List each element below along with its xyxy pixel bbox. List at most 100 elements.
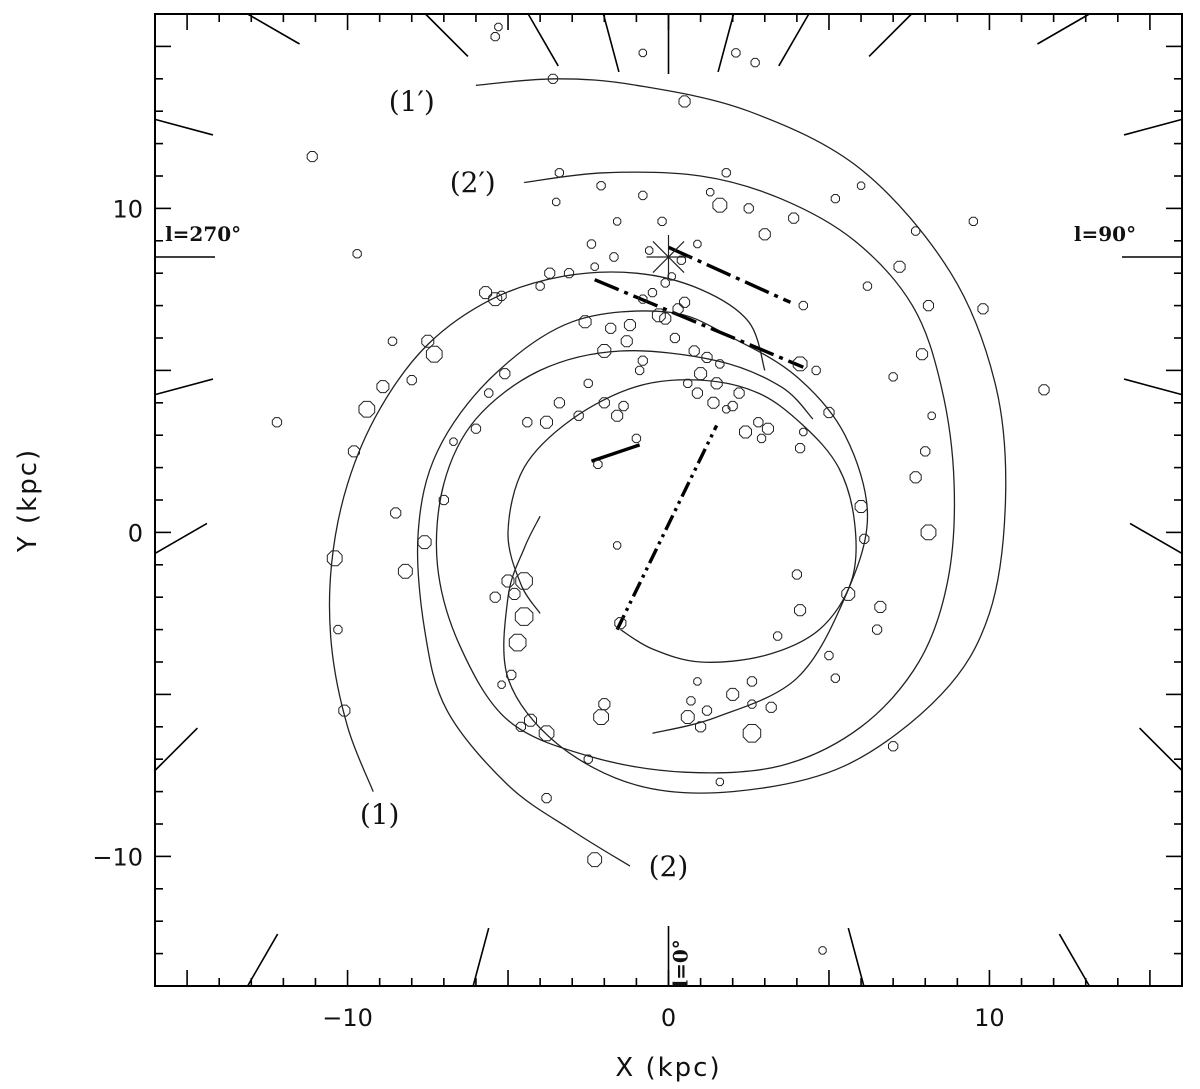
source-marker <box>417 535 432 550</box>
source-marker <box>909 471 922 484</box>
source-marker <box>679 296 691 308</box>
feature-line-2 <box>594 278 804 369</box>
labels: X (kpc) Y (kpc) (1′) (2′) (1) (2) l=270° l=90° l… <box>13 85 1136 1083</box>
source-marker <box>578 315 592 329</box>
source-marker <box>501 574 515 588</box>
source-marker <box>731 48 741 58</box>
source-marker <box>515 572 533 590</box>
sun-asterisk <box>652 241 685 273</box>
longitude-line <box>1037 13 1090 45</box>
source-marker <box>497 680 506 689</box>
source-marker <box>792 356 808 372</box>
source-marker <box>841 587 856 601</box>
source-marker <box>791 569 802 580</box>
y-axis-label: Y (kpc) <box>13 448 43 553</box>
source-marker <box>715 777 724 787</box>
source-marker <box>706 188 715 197</box>
source-marker <box>638 190 648 201</box>
source-marker <box>695 721 707 733</box>
source-marker <box>638 48 647 58</box>
source-marker <box>583 378 593 388</box>
source-marker <box>727 400 738 412</box>
source-marker <box>788 212 800 224</box>
x-tick-label: −10 <box>322 1004 373 1032</box>
source-marker <box>799 427 808 437</box>
source-marker <box>753 417 764 428</box>
source-marker <box>888 741 899 752</box>
spiral-arms <box>328 78 1007 867</box>
source-marker <box>598 698 611 711</box>
source-marker <box>515 721 526 732</box>
source-marker <box>701 351 713 363</box>
source-marker <box>614 617 627 630</box>
source-marker <box>823 406 835 419</box>
source-marker <box>660 278 670 288</box>
longitude-line <box>778 13 810 67</box>
source-marker <box>554 168 564 178</box>
source-marker <box>449 437 458 446</box>
source-marker <box>977 303 989 315</box>
source-marker <box>508 633 527 652</box>
source-marker <box>587 852 603 868</box>
longitude-line <box>868 13 913 57</box>
source-marker <box>968 216 978 226</box>
source-marker <box>680 710 695 724</box>
source-marker <box>726 687 740 701</box>
longitude-label: l=270° <box>165 222 241 246</box>
source-marker <box>798 300 808 311</box>
source-marker <box>761 422 774 435</box>
source-marker <box>651 308 666 323</box>
source-marker <box>676 255 686 265</box>
source-marker <box>347 445 360 458</box>
source-marker <box>686 696 696 706</box>
longitude-line <box>247 13 300 45</box>
source-marker <box>733 387 745 399</box>
source-marker <box>758 228 771 241</box>
source-marker <box>598 397 610 409</box>
tick-labels: −10 0 10 −10 0 10 <box>92 195 1004 1032</box>
x-tick-label: 0 <box>661 1004 676 1032</box>
longitude-label: l=0° <box>669 939 693 987</box>
source-marker <box>647 288 658 298</box>
source-marker <box>494 22 503 32</box>
source-marker <box>538 725 555 742</box>
source-marker <box>742 724 762 743</box>
source-marker <box>593 459 603 469</box>
source-marker <box>620 335 633 348</box>
source-marker <box>631 433 642 444</box>
source-marker <box>425 345 443 363</box>
longitude-line <box>154 378 214 396</box>
source-marker <box>893 260 906 273</box>
spiral-arm-1 <box>328 271 766 792</box>
source-marker <box>672 303 684 315</box>
sun-marker <box>646 235 691 279</box>
source-marker <box>747 699 757 709</box>
source-marker <box>613 541 622 550</box>
source-marker <box>553 397 565 409</box>
source-marker <box>635 365 645 376</box>
longitude-line <box>1139 727 1183 772</box>
source-marker <box>514 607 534 626</box>
source-marker <box>743 203 754 214</box>
source-marker <box>484 388 494 398</box>
source-marker <box>693 239 702 249</box>
source-marker <box>830 673 840 683</box>
spiral-arm-label: (1′) <box>389 85 435 118</box>
source-marker <box>490 32 500 42</box>
source-marker <box>338 704 351 717</box>
source-marker <box>535 281 545 291</box>
source-marker <box>710 377 723 390</box>
x-axis-label: X (kpc) <box>615 1053 721 1083</box>
source-marker <box>358 400 376 418</box>
source-marker <box>707 396 720 409</box>
source-marker <box>488 292 503 307</box>
source-marker <box>688 345 700 357</box>
source-marker <box>352 249 362 259</box>
spiral-arm-label: (1) <box>360 798 400 831</box>
source-marker <box>911 226 921 236</box>
longitude-line <box>154 522 208 555</box>
source-marker <box>421 334 435 348</box>
source-marker <box>438 494 449 506</box>
feature-line-1 <box>667 245 792 304</box>
spiral-arm-inner <box>507 379 857 663</box>
